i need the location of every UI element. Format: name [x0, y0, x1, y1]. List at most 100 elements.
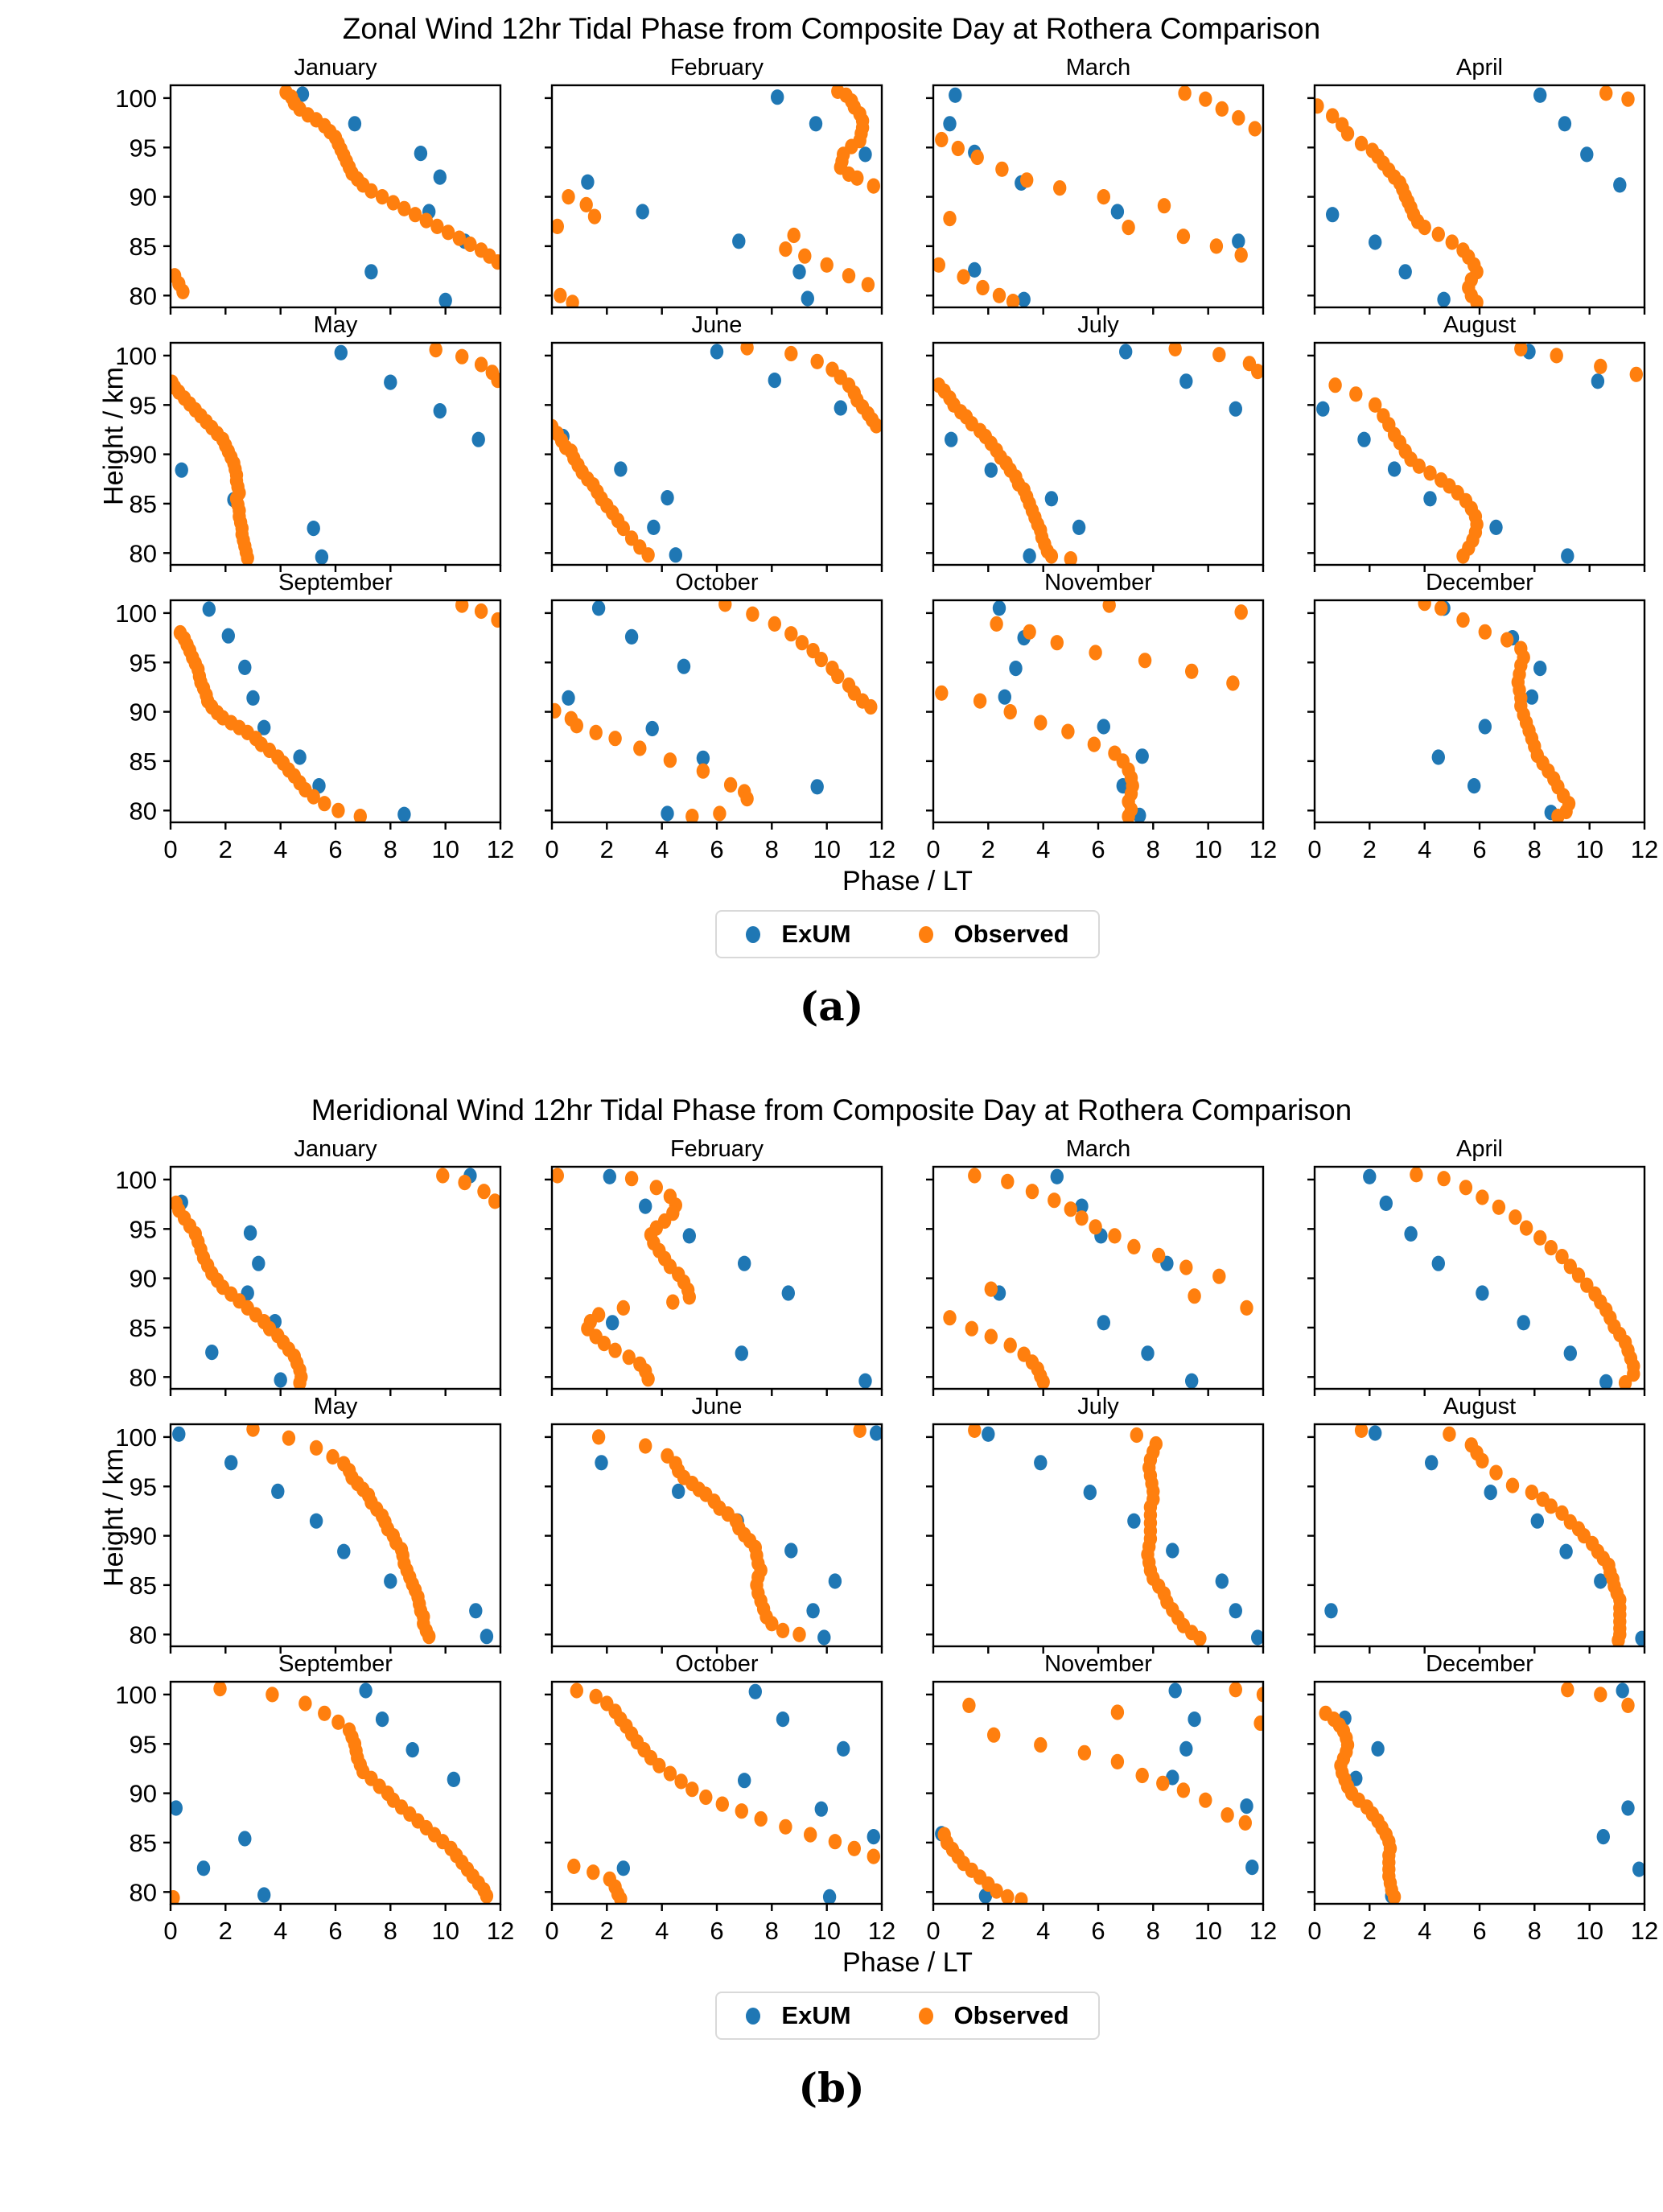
observed-points [1315, 85, 1635, 307]
y-tick-label: 100 [115, 342, 157, 370]
y-tick-label: 90 [130, 1522, 157, 1551]
y-tick-label: 95 [130, 1215, 157, 1243]
observed-points [933, 343, 1263, 565]
y-tick-label: 90 [130, 441, 157, 469]
plot-area: 0 2 4 6 8 10 12 80 85 90 95 100 [115, 1680, 514, 1945]
plot-area: 0 2 4 6 8 10 12 [545, 1680, 895, 1945]
plot-border [932, 341, 1265, 566]
subplot-grid: January 80 85 90 95 100 February March April May 8… [115, 1131, 1663, 1945]
observed-points [171, 1682, 494, 1904]
subplot-title: March [1065, 55, 1131, 80]
observed-points [171, 85, 500, 299]
x-tick-label: 10 [431, 1917, 459, 1945]
x-tick-label: 8 [1146, 835, 1160, 863]
exum-points [171, 1683, 461, 1903]
panel-caption: (b) [798, 2064, 865, 2111]
scatter-plot-b-november: 0 2 4 6 8 10 12 [926, 1680, 1277, 1945]
x-tick-label: 12 [487, 1917, 514, 1945]
x-tick-label: 10 [1194, 1917, 1221, 1945]
exum-points [556, 344, 847, 563]
subplot-april: April [1307, 1131, 1646, 1396]
plot-area [926, 1165, 1265, 1396]
subplot-title: February [669, 55, 764, 80]
plot-area [926, 1423, 1265, 1654]
observed-points [591, 1424, 866, 1642]
y-tick-label: 85 [130, 1829, 157, 1857]
plot-area: 80 85 90 95 100 [115, 341, 502, 572]
x-tick-label: 8 [384, 835, 397, 863]
observed-points [943, 1168, 1253, 1389]
x-tick-label: 12 [868, 1917, 895, 1945]
observed-points [171, 343, 500, 565]
scatter-plot-a-february [545, 84, 883, 315]
legend-item-exum: ExUM [746, 2001, 851, 2030]
observed-points [171, 1168, 500, 1389]
observed-points [552, 85, 880, 307]
subplot-february: February [545, 1131, 883, 1396]
plot-area [545, 341, 883, 572]
subplot-may: May 80 85 90 95 100 [115, 1389, 502, 1654]
plot-area [1307, 1165, 1646, 1396]
x-tick-label: 2 [219, 835, 233, 863]
x-tick-label: 4 [655, 1917, 669, 1945]
x-tick-label: 10 [813, 1917, 840, 1945]
observed-points [968, 1424, 1207, 1646]
plot-border [169, 84, 502, 309]
x-tick-label: 4 [274, 835, 287, 863]
observed-points [567, 1683, 880, 1904]
scatter-plot-a-march [926, 84, 1265, 315]
x-tick-label: 0 [926, 1917, 940, 1945]
observed-points [1319, 1682, 1635, 1904]
scatter-plot-b-may: 80 85 90 95 100 [115, 1423, 502, 1654]
x-tick-label: 6 [710, 835, 723, 863]
x-tick-label: 12 [1249, 1917, 1277, 1945]
subplot-october: October 0 2 4 6 8 10 12 [545, 1646, 895, 1945]
x-tick-label: 12 [1631, 835, 1658, 863]
x-tick-label: 6 [1472, 835, 1486, 863]
x-tick-label: 10 [813, 835, 840, 863]
subplot-november: November 0 2 4 6 8 10 12 [926, 1646, 1277, 1945]
legend-item-observed: Observed [918, 2001, 1069, 2030]
x-tick-label: 2 [1363, 835, 1377, 863]
subplot-title: October [675, 570, 759, 595]
subplot-title: May [313, 1394, 358, 1419]
x-tick-label: 2 [982, 835, 995, 863]
subplot-december: December 0 2 4 6 8 10 12 [1307, 1646, 1658, 1945]
y-tick-label: 100 [115, 1166, 157, 1194]
plot-border [550, 1165, 883, 1390]
subplot-august: August [1307, 1389, 1646, 1654]
x-tick-label: 4 [1418, 835, 1431, 863]
y-tick-label: 100 [115, 1423, 157, 1452]
x-tick-label: 8 [1528, 835, 1542, 863]
y-tick-label: 85 [130, 1571, 157, 1600]
subplot-january: January 80 85 90 95 100 [115, 50, 502, 315]
observed-marker-icon [918, 2007, 933, 2025]
plot-area: 0 2 4 6 8 10 12 [926, 1680, 1277, 1945]
subplot-june: June [545, 1389, 883, 1654]
x-tick-label: 8 [384, 1917, 397, 1945]
scatter-plot-b-july [926, 1423, 1265, 1654]
plot-border [169, 341, 502, 566]
exum-points [943, 87, 1245, 307]
scatter-plot-a-november: 0 2 4 6 8 10 12 [926, 599, 1277, 863]
y-tick-label: 95 [130, 1473, 157, 1501]
observed-points [552, 600, 878, 822]
x-tick-label: 4 [655, 835, 669, 863]
y-tick-label: 90 [130, 698, 157, 727]
subplot-title: February [669, 1136, 764, 1162]
subplot-title: August [1443, 312, 1517, 338]
y-tick-label: 90 [130, 1265, 157, 1293]
subplot-title: April [1455, 1136, 1503, 1162]
y-tick-label: 95 [130, 649, 157, 677]
scatter-plot-b-september: 0 2 4 6 8 10 12 80 85 90 95 100 [115, 1680, 514, 1945]
scatter-plot-a-may: 80 85 90 95 100 [115, 341, 502, 572]
x-tick-label: 6 [1091, 835, 1105, 863]
observed-points [1418, 600, 1576, 822]
figure: Zonal Wind 12hr Tidal Phase from Composi… [99, 12, 1663, 2111]
y-tick-label: 80 [130, 1363, 157, 1391]
exum-points [1316, 344, 1605, 564]
y-tick-label: 80 [130, 1878, 157, 1906]
scatter-plot-b-march [926, 1165, 1265, 1396]
observed-points [1328, 343, 1643, 564]
x-tick-label: 10 [1194, 835, 1221, 863]
